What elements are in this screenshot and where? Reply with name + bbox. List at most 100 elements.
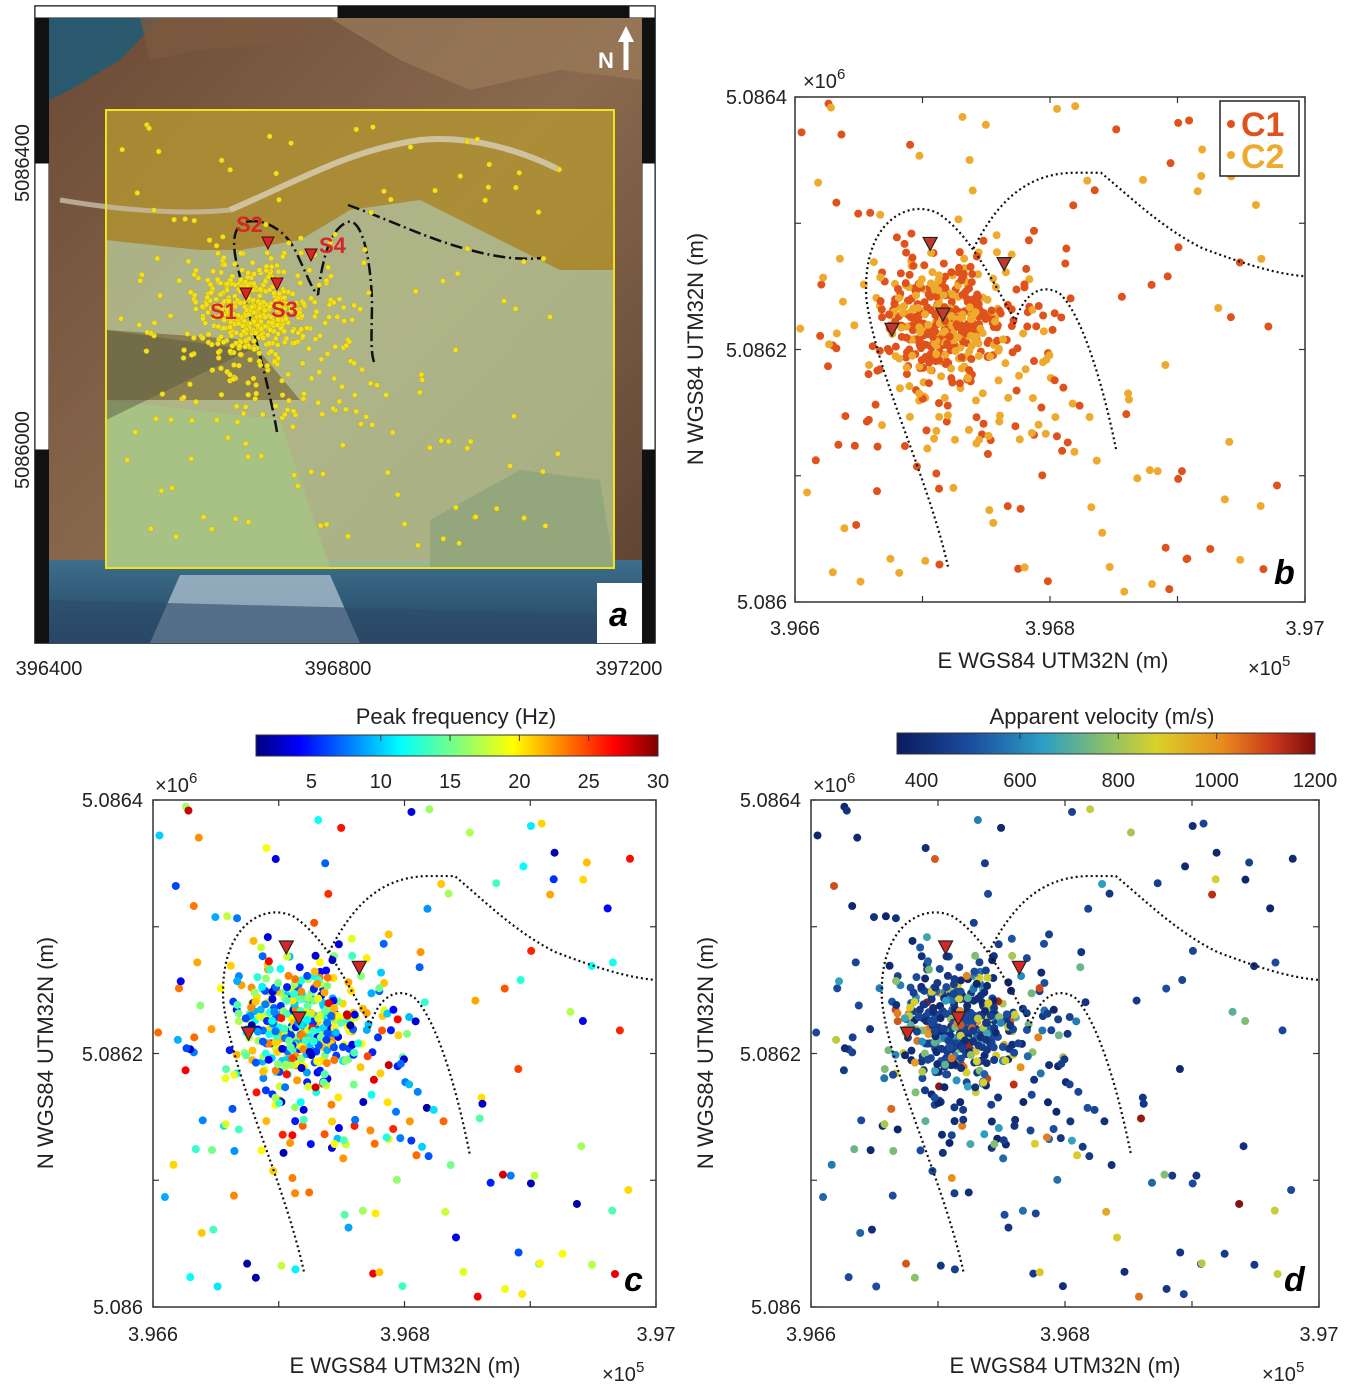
event-point-c1 bbox=[834, 440, 843, 449]
event-point bbox=[422, 1103, 431, 1112]
event-point bbox=[832, 1035, 841, 1044]
event-point bbox=[930, 855, 939, 864]
event-point bbox=[930, 1066, 939, 1075]
event-point bbox=[320, 988, 329, 997]
event-point bbox=[208, 1146, 217, 1155]
event-point bbox=[1009, 1080, 1018, 1089]
event-point bbox=[136, 322, 143, 328]
event-point bbox=[415, 963, 424, 972]
event-point bbox=[330, 1140, 339, 1149]
event-point bbox=[237, 276, 244, 283]
event-point-c2 bbox=[865, 361, 874, 370]
event-point-c1 bbox=[816, 331, 825, 340]
event-point bbox=[194, 833, 203, 842]
event-point bbox=[347, 934, 356, 943]
event-point-c1 bbox=[934, 399, 943, 408]
event-point-c1 bbox=[941, 272, 950, 281]
station-s4-label: S4 bbox=[319, 233, 347, 258]
event-point bbox=[350, 1010, 359, 1019]
event-point bbox=[1022, 954, 1031, 963]
event-point bbox=[209, 1225, 218, 1234]
event-point bbox=[338, 1043, 347, 1052]
event-point bbox=[266, 133, 273, 140]
event-point bbox=[249, 936, 258, 945]
event-point bbox=[272, 351, 279, 358]
panel-b-ytick: 5.086 bbox=[737, 592, 787, 614]
event-point-c1 bbox=[1043, 577, 1052, 586]
panel-b-ytick: 5.0862 bbox=[726, 340, 787, 362]
event-point bbox=[281, 328, 288, 335]
panel-b-ylabel: N WGS84 UTM32N (m) bbox=[683, 233, 708, 465]
event-point bbox=[340, 1210, 349, 1219]
event-point bbox=[418, 371, 425, 378]
event-point bbox=[966, 1140, 975, 1149]
event-point-c2 bbox=[974, 270, 983, 279]
event-point bbox=[842, 806, 851, 815]
panel-c-xlabel: E WGS84 UTM32N (m) bbox=[289, 1353, 520, 1378]
scarp-outline bbox=[864, 207, 1016, 567]
event-point bbox=[881, 912, 890, 921]
event-point bbox=[276, 196, 282, 203]
event-point bbox=[411, 1017, 420, 1026]
event-point bbox=[277, 1014, 286, 1023]
event-point-c1 bbox=[917, 356, 926, 365]
event-point bbox=[1077, 948, 1086, 957]
event-point bbox=[207, 1025, 216, 1034]
event-point bbox=[989, 1043, 998, 1052]
event-point bbox=[299, 1045, 308, 1054]
event-point bbox=[316, 369, 323, 375]
event-point-c2 bbox=[960, 254, 969, 263]
event-point bbox=[511, 413, 517, 420]
event-point bbox=[833, 984, 842, 993]
event-point bbox=[199, 335, 206, 342]
event-point bbox=[956, 1098, 965, 1107]
event-point bbox=[991, 1028, 1000, 1037]
event-point-c1 bbox=[943, 401, 952, 410]
event-point bbox=[516, 170, 523, 176]
event-point-c2 bbox=[986, 352, 995, 361]
event-point bbox=[286, 240, 292, 246]
event-point bbox=[281, 269, 287, 275]
event-point bbox=[867, 1225, 876, 1234]
event-point-c1 bbox=[947, 268, 956, 277]
event-point-c2 bbox=[989, 274, 998, 283]
event-point bbox=[311, 299, 318, 305]
panel-d-xtick: 3.97 bbox=[1300, 1324, 1339, 1346]
event-point bbox=[1023, 1052, 1032, 1061]
event-point-c1 bbox=[1174, 118, 1183, 127]
event-point bbox=[276, 290, 283, 297]
event-point bbox=[262, 974, 271, 983]
event-point-c2 bbox=[1001, 359, 1010, 368]
event-point bbox=[281, 1083, 290, 1092]
event-point-c1 bbox=[1161, 543, 1170, 552]
event-point-c2 bbox=[1098, 528, 1107, 537]
event-point-c2 bbox=[1198, 145, 1207, 154]
scarp-outline bbox=[1013, 288, 1118, 451]
scarp-outline bbox=[328, 874, 657, 982]
event-point bbox=[884, 1046, 893, 1055]
event-point bbox=[295, 483, 301, 489]
scarp-outline bbox=[880, 911, 1031, 1272]
event-point-c1 bbox=[902, 248, 911, 257]
event-point-c1 bbox=[1062, 244, 1071, 253]
event-point-c2 bbox=[932, 350, 941, 359]
panel-a-event-points bbox=[118, 122, 563, 549]
event-point bbox=[1278, 1026, 1287, 1035]
event-point-c2 bbox=[924, 320, 933, 329]
event-point bbox=[947, 1174, 956, 1183]
event-point bbox=[962, 1016, 971, 1025]
event-point bbox=[218, 365, 224, 372]
event-point bbox=[124, 457, 131, 463]
event-point bbox=[241, 1014, 250, 1023]
event-point bbox=[187, 381, 193, 388]
event-point-c1 bbox=[877, 305, 886, 314]
panel-c-letter: c bbox=[624, 1261, 643, 1299]
event-point-c1 bbox=[969, 295, 978, 304]
event-point bbox=[1054, 1015, 1063, 1024]
event-point bbox=[624, 1186, 633, 1195]
event-point bbox=[341, 1056, 350, 1065]
event-point bbox=[326, 314, 332, 320]
event-point-c2 bbox=[985, 506, 994, 515]
panel-a-xtick: 397200 bbox=[596, 658, 663, 680]
panel-c-peak-frequency-map: Peak frequency (Hz) 5 10 15 20 25 30 3.966 3.… bbox=[33, 704, 675, 1384]
